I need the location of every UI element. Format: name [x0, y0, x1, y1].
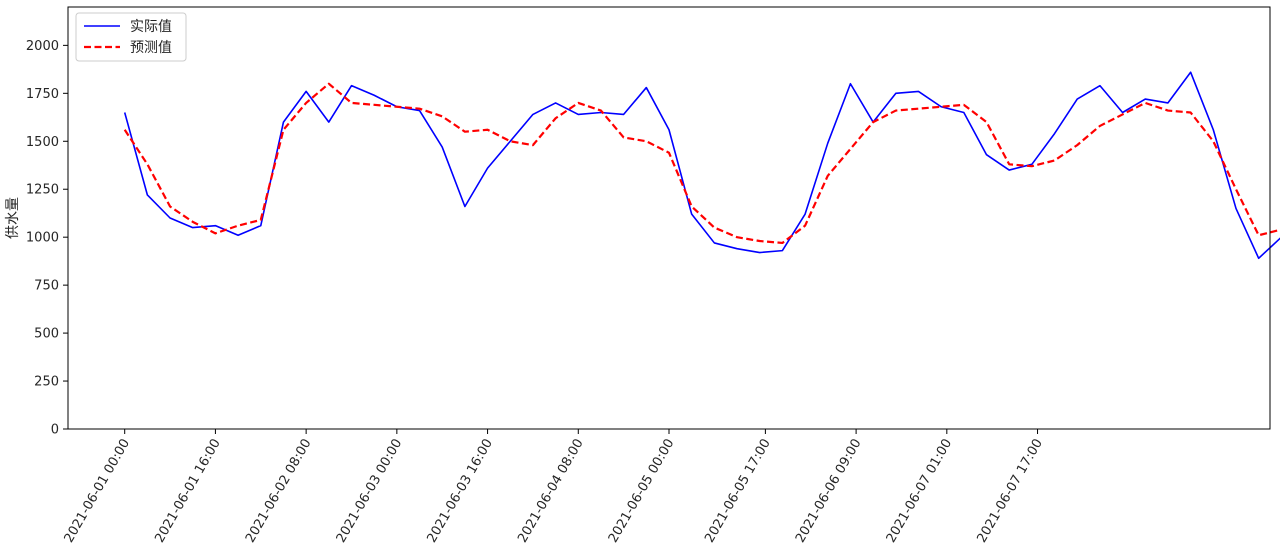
y-tick-label: 1500 — [26, 135, 59, 150]
series-line-predicted — [123, 82, 1280, 245]
y-tick-label: 500 — [34, 327, 59, 342]
y-axis-label: 供水量 — [5, 197, 21, 239]
y-tick-label: 2000 — [26, 39, 59, 54]
y-tick-label: 250 — [34, 375, 59, 390]
series-line-actual — [123, 71, 1280, 260]
y-tick-label: 0 — [51, 423, 59, 438]
y-tick-label: 1000 — [26, 231, 59, 246]
legend-label: 实际值 — [130, 19, 172, 35]
legend-label: 预测值 — [130, 40, 172, 56]
series-layer — [123, 71, 1280, 260]
plot-frame — [67, 6, 1271, 430]
y-tick-label: 750 — [34, 279, 59, 294]
y-axis-ticks: 0 250 500 750 1000 1250 1500 1750 2000 — [26, 39, 68, 438]
y-tick-label: 1750 — [26, 87, 59, 102]
y-tick-label: 1250 — [26, 183, 59, 198]
legend-box — [75, 12, 187, 62]
